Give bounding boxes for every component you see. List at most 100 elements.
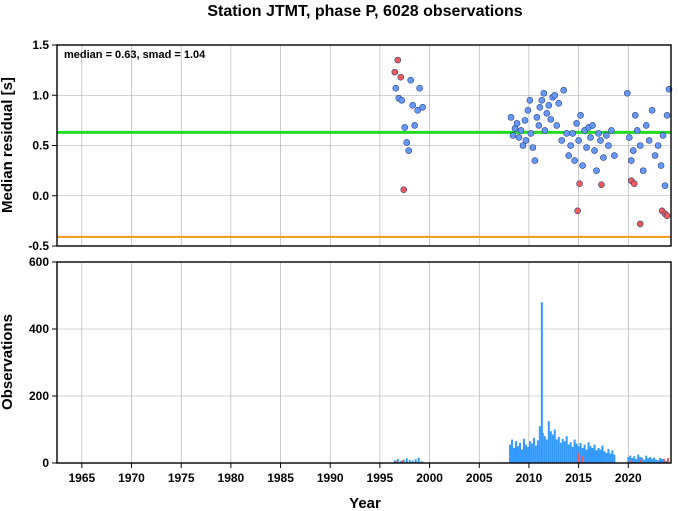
observation-bar-blue [575,443,578,463]
x-axis-label: Year [349,495,381,511]
observation-bar-blue [530,443,533,463]
observation-bar-red [581,456,584,463]
observations-grid [57,261,671,464]
observation-bar-blue [526,446,529,463]
observation-bar-blue [587,442,590,463]
data-point-blue [560,86,567,94]
observation-bar-blue [635,458,638,463]
data-point-blue [633,127,641,134]
observation-bar-blue [607,448,610,463]
data-point-blue [597,137,604,144]
data-point-blue [507,114,515,121]
observation-bar-blue [579,442,582,463]
x-tick-label: 1965 [68,471,95,485]
observation-bar-blue [603,451,606,463]
data-point-blue [513,120,521,127]
x-tick-label: 2015 [565,471,592,485]
observation-bar-blue [629,455,632,463]
y-tick-label: 1.5 [32,38,49,52]
observations-y-axis-label: Observations [0,314,16,410]
observation-bar-blue [659,457,662,463]
data-point-blue [416,84,423,92]
observation-bar-blue [569,442,572,463]
data-point-blue [401,124,409,131]
observation-bar-blue [536,440,539,463]
data-point-blue [545,102,553,109]
observation-bar-blue [399,460,402,463]
observation-bar-blue [657,460,660,463]
observation-bar-blue [563,441,566,463]
observation-bar-blue [524,444,527,463]
observation-bar-blue [532,437,535,463]
data-point-blue [569,130,576,137]
data-point-blue [392,84,400,92]
data-point-red [400,186,408,194]
data-point-blue [531,157,539,164]
observation-bar-blue [599,449,602,463]
y-tick-label: 0.0 [32,189,49,203]
data-point-blue [593,167,600,174]
observation-bar-red [401,460,404,463]
residual-y-axis-label: Median residual [s] [0,77,16,213]
data-point-blue [526,96,534,104]
data-point-blue [398,96,406,104]
data-point-blue [579,162,586,169]
observation-bar-blue [515,441,518,463]
observation-bar-blue [595,450,598,463]
data-point-blue [571,157,578,164]
data-point-red [574,207,581,215]
observation-bar-blue [545,439,548,463]
y-tick-label: 0 [42,456,49,470]
observation-bar-red [663,458,666,463]
observation-bar-blue [417,457,420,463]
data-point-blue [419,104,426,111]
data-point-blue [573,120,580,127]
observation-bar-blue [553,429,556,463]
data-point-red [394,56,402,64]
observation-bar-blue [559,442,562,463]
y-tick-label: 1.0 [32,88,49,102]
observation-bar-blue [549,431,552,463]
observation-bar-blue [396,458,399,463]
data-point-blue [517,127,525,134]
observation-bar-blue [585,449,588,463]
data-point-blue [409,102,416,109]
data-point-blue [533,114,541,121]
data-point-blue [589,122,596,129]
data-point-blue [509,132,517,139]
observation-bar-blue [534,445,537,463]
data-point-blue [555,99,563,107]
data-point-blue [515,134,523,141]
data-point-blue [536,104,544,111]
observation-bar-blue [627,456,630,463]
data-point-blue [603,132,610,139]
observation-bar-blue [511,439,514,463]
residual-points [391,56,673,228]
data-point-blue [629,147,637,154]
data-point-blue [661,182,669,189]
data-point-blue [659,132,667,139]
observation-bar-blue [513,447,516,463]
x-tick-label: 1970 [118,471,145,485]
observation-bar-blue [653,457,656,463]
x-tick-label: 1985 [267,471,294,485]
observation-bar-blue [583,444,586,463]
observation-bar-red [630,460,633,463]
observation-bar-blue [651,458,654,463]
observation-bar-blue [601,445,604,463]
data-point-blue [543,110,551,117]
residual-grid [57,44,671,247]
x-tick-label: 1990 [317,471,344,485]
data-point-red [630,180,638,187]
x-tick-label: 2005 [466,471,493,485]
data-point-blue [642,122,650,129]
observation-bar-blue [509,444,512,463]
observation-bar-blue [661,458,664,463]
observation-bar-red [394,460,397,463]
data-point-blue [583,144,590,151]
x-tick-label: 1995 [367,471,394,485]
observation-bar-blue [597,447,600,463]
data-point-blue [611,152,618,159]
observation-bar-blue [540,302,543,463]
